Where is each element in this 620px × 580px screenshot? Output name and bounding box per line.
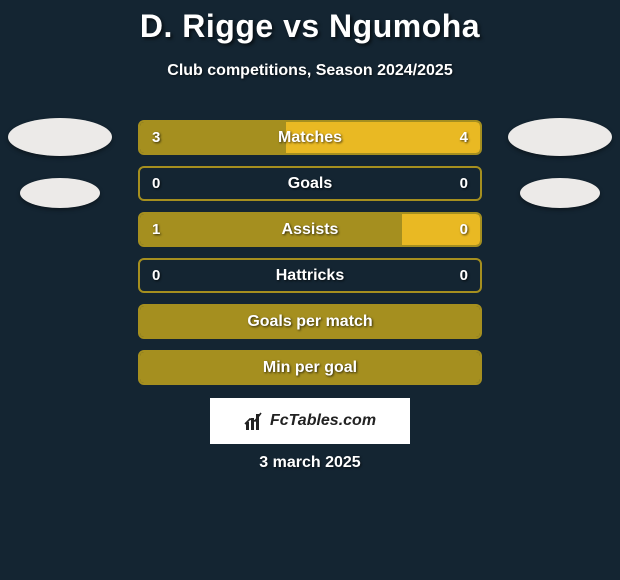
team-avatar-right [520,178,600,208]
stat-label: Assists [140,214,480,245]
stat-label: Hattricks [140,260,480,291]
chart-icon [244,410,266,432]
stat-label: Goals per match [140,306,480,337]
stat-bar: 34Matches [138,120,482,155]
stat-bar: Min per goal [138,350,482,385]
page-title: D. Rigge vs Ngumoha [0,8,620,45]
comparison-infographic: D. Rigge vs Ngumoha Club competitions, S… [0,0,620,580]
stat-bar: 00Hattricks [138,258,482,293]
left-avatar-column [0,118,120,208]
stat-bar: 00Goals [138,166,482,201]
stat-label: Matches [140,122,480,153]
stat-bar: 10Assists [138,212,482,247]
stat-label: Goals [140,168,480,199]
player-avatar-left [8,118,112,156]
date-label: 3 march 2025 [0,454,620,472]
player-avatar-right [508,118,612,156]
stat-bar: Goals per match [138,304,482,339]
page-subtitle: Club competitions, Season 2024/2025 [0,62,620,80]
stat-label: Min per goal [140,352,480,383]
stats-bars: 34Matches 00Goals 10Assists 00Hattricks Goal… [138,120,482,385]
right-avatar-column [500,118,620,208]
logo-text: FcTables.com [270,412,376,430]
fctables-logo: FcTables.com [210,398,410,444]
team-avatar-left [20,178,100,208]
